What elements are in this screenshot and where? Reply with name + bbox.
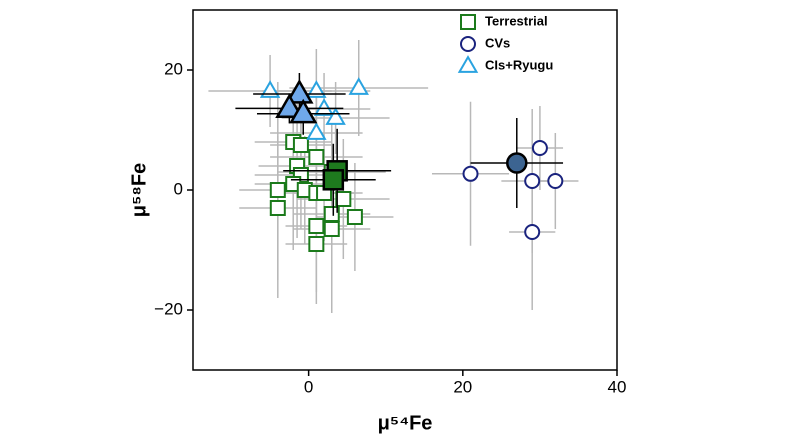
mean-point bbox=[322, 169, 345, 191]
data-point bbox=[323, 221, 340, 237]
data-point bbox=[524, 173, 541, 189]
y-axis-label: μ⁵⁸Fe bbox=[128, 163, 150, 217]
legend-label: CVs bbox=[485, 35, 510, 50]
x-tick-label: 20 bbox=[453, 377, 472, 396]
legend-marker bbox=[460, 36, 476, 52]
data-point bbox=[462, 165, 479, 182]
data-point bbox=[306, 80, 327, 98]
legend-label: CIs+Ryugu bbox=[485, 57, 553, 72]
mean-point bbox=[289, 98, 318, 124]
legend-label: Terrestrial bbox=[485, 13, 548, 28]
data-point bbox=[348, 77, 369, 95]
data-point bbox=[313, 98, 335, 116]
mean-point bbox=[285, 78, 314, 104]
data-point bbox=[308, 218, 325, 234]
y-tick-label: −20 bbox=[154, 299, 183, 318]
legend-marker bbox=[457, 55, 479, 73]
y-tick-label: 20 bbox=[164, 59, 183, 78]
x-axis-label: μ⁵⁴Fe bbox=[378, 412, 433, 434]
data-point bbox=[308, 149, 325, 165]
data-point bbox=[269, 182, 286, 198]
data-point bbox=[346, 209, 363, 225]
x-tick-label: 40 bbox=[608, 377, 627, 396]
data-point bbox=[531, 140, 548, 156]
data-point bbox=[547, 173, 564, 189]
data-point bbox=[335, 191, 352, 207]
legend-marker bbox=[460, 14, 476, 30]
data-point bbox=[308, 236, 325, 252]
data-point bbox=[524, 224, 541, 240]
data-point bbox=[259, 80, 281, 98]
data-point bbox=[306, 122, 327, 140]
x-tick-label: 0 bbox=[304, 377, 313, 396]
mean-point bbox=[506, 152, 528, 174]
mean-point bbox=[275, 93, 304, 119]
data-point bbox=[292, 137, 309, 153]
data-point bbox=[269, 200, 286, 216]
data-point bbox=[325, 107, 346, 125]
y-tick-label: 0 bbox=[174, 179, 183, 198]
